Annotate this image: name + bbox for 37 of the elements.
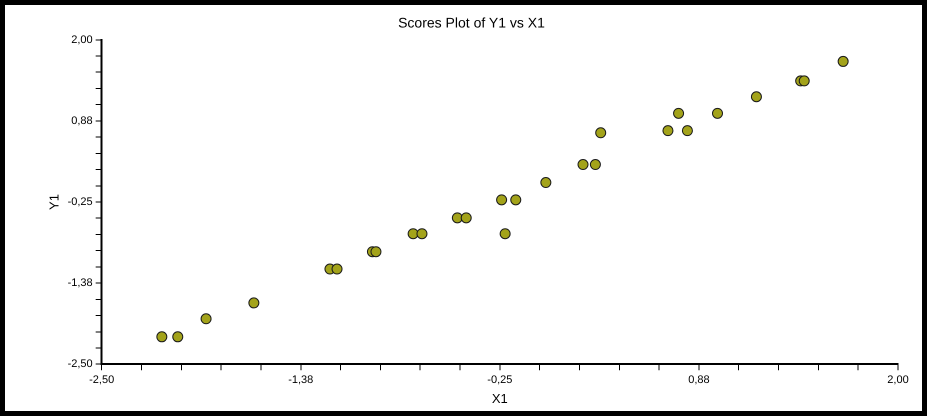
point (460, 212, 472, 224)
y-tick-label: -1,38 (68, 277, 93, 290)
x-tick-label: 2,00 (887, 374, 909, 386)
point (798, 75, 810, 86)
point (682, 125, 693, 136)
point (172, 331, 184, 342)
point (662, 125, 674, 136)
x-axis-title: X1 (492, 390, 508, 406)
x-tick-label: -0,25 (487, 374, 512, 386)
y-tick-label: -0,25 (68, 196, 93, 208)
y-axis-title: Y1 (46, 194, 62, 210)
point (500, 228, 511, 240)
x-tick-label: -1,38 (288, 374, 314, 386)
point (540, 177, 552, 188)
point (712, 108, 723, 119)
point (248, 297, 260, 308)
point (590, 159, 601, 170)
point (673, 108, 684, 119)
point (156, 331, 168, 342)
point (750, 91, 762, 102)
y-tick-label: -2,50 (68, 358, 93, 370)
point (510, 194, 522, 206)
point (200, 313, 212, 324)
y-tick-label: 0,88 (71, 114, 93, 127)
point (408, 228, 419, 240)
point (595, 127, 606, 138)
point (838, 56, 849, 67)
point (452, 212, 463, 224)
y-tick-label: 2,00 (71, 34, 93, 46)
point (416, 228, 428, 240)
x-tick-label: 0,88 (688, 374, 710, 386)
point (370, 246, 382, 258)
point (496, 194, 508, 206)
x-tick-label: -2,50 (89, 374, 114, 386)
point (332, 264, 343, 275)
point (578, 159, 589, 170)
chart-title: Scores Plot of Y1 vs X1 (398, 14, 546, 30)
